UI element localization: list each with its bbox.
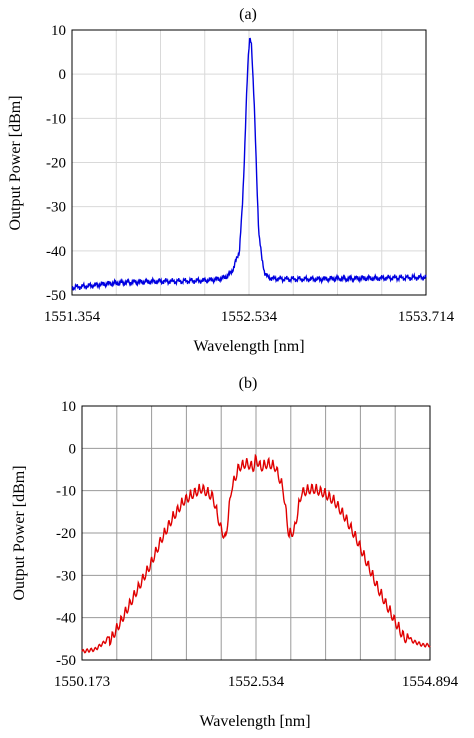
chart-b-x-tick-label: 1550.173 bbox=[54, 674, 110, 690]
chart-b-x-axis-label: Wavelength [nm] bbox=[199, 713, 310, 730]
chart-a-plot-frame bbox=[71, 29, 427, 296]
chart-b-y-axis-label: Output Power [dBm] bbox=[11, 465, 28, 600]
chart-b-y-tick-label: 10 bbox=[61, 399, 76, 415]
chart-b: (b) 100-10-20-30-40-50 1550.173 1552.534 1… bbox=[11, 375, 459, 730]
chart-b-y-tick-label: -30 bbox=[56, 568, 76, 584]
chart-a: (a) 100-10-20-30-40-50 1551.354 1552.534 1… bbox=[7, 6, 455, 355]
chart-a-y-tick-label: -30 bbox=[46, 200, 66, 216]
chart-a-title: (a) bbox=[239, 6, 257, 23]
chart-a-y-tick-label: -50 bbox=[46, 288, 66, 304]
chart-a-y-tick-label: 0 bbox=[59, 67, 67, 83]
chart-a-y-tick-label: -20 bbox=[46, 156, 66, 172]
chart-b-y-tick-label: 0 bbox=[69, 441, 77, 457]
chart-b-title: (b) bbox=[239, 375, 258, 392]
chart-a-x-tick-label: 1552.534 bbox=[221, 309, 278, 325]
chart-b-y-tick-label: -40 bbox=[56, 611, 76, 627]
chart-a-series-line bbox=[71, 37, 427, 292]
chart-b-y-tick-label: -50 bbox=[56, 653, 76, 669]
chart-b-grid bbox=[82, 406, 430, 660]
chart-a-y-axis-label: Output Power [dBm] bbox=[7, 95, 24, 230]
chart-a-x-axis-label: Wavelength [nm] bbox=[193, 338, 304, 355]
chart-b-x-tick-label: 1552.534 bbox=[228, 674, 285, 690]
chart-b-y-tick-labels: 10 0 -10 -20 -30 -40 -50 bbox=[56, 399, 76, 669]
chart-a-x-tick-labels: 1551.354 1552.534 1553.714 bbox=[44, 309, 455, 325]
chart-a-y-tick-label: 10 bbox=[51, 23, 66, 39]
chart-b-series-line bbox=[81, 453, 431, 654]
chart-b-plot-frame bbox=[81, 405, 431, 661]
chart-a-x-tick-label: 1551.354 bbox=[44, 309, 101, 325]
chart-a-x-tick-label: 1553.714 bbox=[398, 309, 455, 325]
chart-a-y-tick-label: -10 bbox=[46, 111, 66, 127]
chart-b-y-tick-label: -20 bbox=[56, 526, 76, 542]
chart-a-grid bbox=[72, 30, 426, 295]
chart-b-x-tick-labels: 1550.173 1552.534 1554.894 bbox=[54, 674, 459, 690]
chart-b-x-tick-label: 1554.894 bbox=[402, 674, 459, 690]
chart-a-y-tick-labels: 10 0 -10 -20 -30 -40 -50 bbox=[46, 23, 66, 304]
chart-b-y-tick-label: -10 bbox=[56, 484, 76, 500]
chart-a-y-tick-label: -40 bbox=[46, 244, 66, 260]
